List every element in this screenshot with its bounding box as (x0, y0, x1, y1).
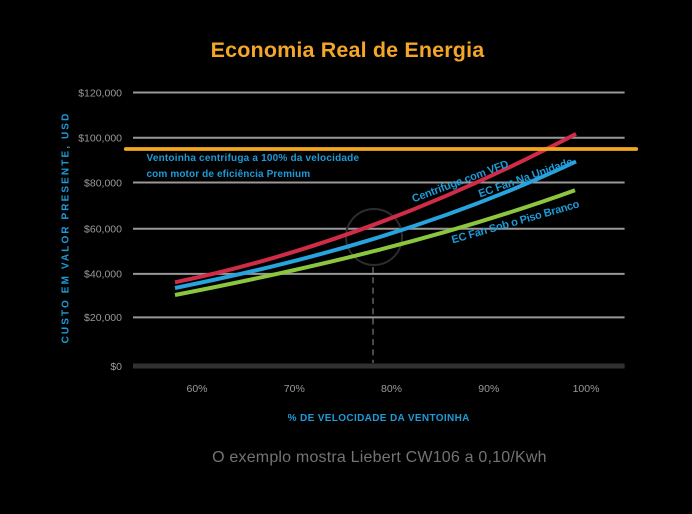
svg-text:O exemplo mostra Liebert CW106: O exemplo mostra Liebert CW106 a 0,10/Kw… (212, 449, 547, 466)
svg-text:$40,000: $40,000 (84, 269, 122, 281)
svg-text:CUSTO EM VALOR PRESENTE, USD: CUSTO EM VALOR PRESENTE, USD (61, 112, 72, 344)
svg-text:Economia Real de Energia: Economia Real de Energia (211, 38, 486, 62)
svg-text:$20,000: $20,000 (84, 312, 122, 324)
svg-text:60%: 60% (186, 383, 207, 395)
svg-text:$60,000: $60,000 (84, 224, 122, 236)
svg-text:100%: 100% (573, 383, 600, 395)
svg-text:com motor de eficiência Premiu: com motor de eficiência Premium (147, 169, 311, 180)
svg-text:% DE VELOCIDADE DA VENTOINHA: % DE VELOCIDADE DA VENTOINHA (288, 413, 470, 424)
svg-text:$100,000: $100,000 (78, 133, 122, 145)
svg-text:90%: 90% (478, 383, 499, 395)
svg-text:$0: $0 (110, 361, 122, 373)
svg-text:Ventoinha centrifuga a 100% da: Ventoinha centrifuga a 100% da velocidad… (147, 153, 360, 164)
svg-text:80%: 80% (381, 383, 402, 395)
svg-text:$80,000: $80,000 (84, 177, 122, 189)
svg-text:70%: 70% (284, 383, 305, 395)
svg-text:$120,000: $120,000 (78, 87, 122, 99)
